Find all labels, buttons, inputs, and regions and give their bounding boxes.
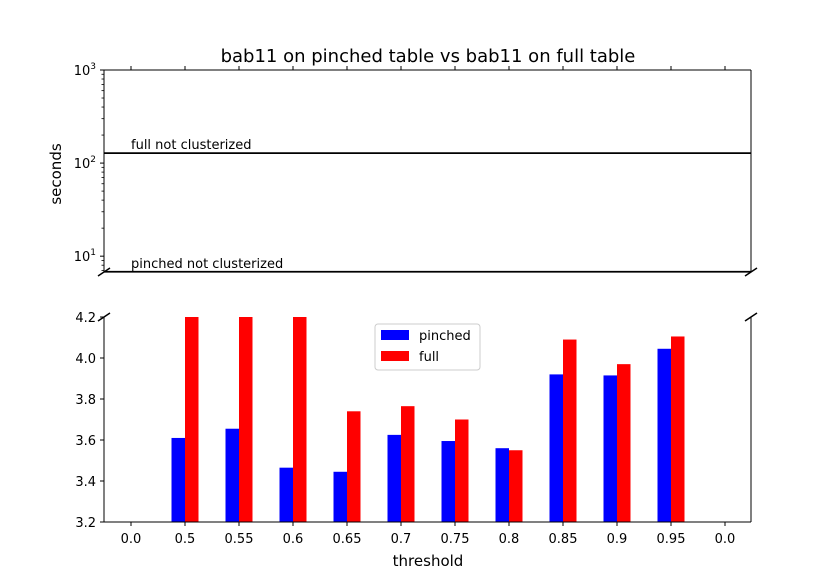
bar-full xyxy=(185,317,199,522)
axis-break-mark xyxy=(97,267,111,277)
y-tick-label: 101 xyxy=(74,248,96,265)
axis-break-mark xyxy=(744,267,758,277)
y-tick-exponent: 1 xyxy=(90,248,96,258)
x-tick-label: 0.55 xyxy=(225,532,254,547)
y-tick-label: 103 xyxy=(74,62,96,79)
axis-break-mark xyxy=(744,312,758,322)
reference-line-label: pinched not clusterized xyxy=(131,257,283,272)
legend-label-pinched: pinched xyxy=(419,329,471,344)
x-axis-label: threshold xyxy=(393,552,464,570)
bar-pinched xyxy=(441,441,455,522)
bar-pinched xyxy=(495,448,509,522)
bar-full xyxy=(401,406,415,522)
y-tick-exponent: 3 xyxy=(90,62,96,72)
y-tick-label: 3.6 xyxy=(75,434,96,449)
legend-label-full: full xyxy=(419,350,439,365)
y-tick-exponent: 2 xyxy=(90,155,96,165)
y-tick-label: 3.8 xyxy=(75,393,96,408)
y-tick-label: 102 xyxy=(74,155,96,172)
y-tick-label: 3.4 xyxy=(75,475,96,490)
x-tick-label: 0.9 xyxy=(607,532,628,547)
bottom-panel: 3.2 3.4 3.6 3.8 4.0 4.2 0.0 0.5 0.55 0.6 0.65 0.7 0.… xyxy=(75,311,758,547)
bar-pinched xyxy=(657,348,671,522)
bar-full xyxy=(509,450,523,522)
legend: pinched full xyxy=(374,323,481,371)
bar-full xyxy=(617,364,631,522)
x-tick-label: 0.6 xyxy=(283,532,304,547)
axis-break-mark xyxy=(97,312,111,322)
bar-pinched xyxy=(549,374,563,522)
x-tick-label: 0.95 xyxy=(657,532,686,547)
bar-full xyxy=(455,419,469,522)
x-tick-label: 0.8 xyxy=(499,532,520,547)
x-tick-label: 0.5 xyxy=(175,532,196,547)
top-panel: 101 102 103 full not clusterized pinched not… xyxy=(74,62,758,277)
bar-full xyxy=(239,317,253,522)
x-tick-label: 0.7 xyxy=(391,532,412,547)
bar-full xyxy=(671,336,685,522)
bar-full xyxy=(347,411,361,522)
y-tick-label: 4.0 xyxy=(75,352,96,367)
bar-pinched xyxy=(603,375,617,522)
x-tick-label: 0.85 xyxy=(549,532,578,547)
bar-pinched xyxy=(225,428,239,522)
reference-line-label: full not clusterized xyxy=(131,138,252,153)
legend-swatch-pinched xyxy=(381,330,409,340)
y-tick-label: 4.2 xyxy=(75,311,96,326)
x-tick-label: 0.0 xyxy=(715,532,736,547)
legend-swatch-full xyxy=(381,351,409,361)
x-tick-label: 0.75 xyxy=(441,532,470,547)
bar-full xyxy=(293,317,307,522)
y-axis-label: seconds xyxy=(47,143,65,204)
bar-pinched xyxy=(279,467,293,522)
y-tick-label: 3.2 xyxy=(75,516,96,531)
x-tick-label: 0.0 xyxy=(121,532,142,547)
chart-title: bab11 on pinched table vs bab11 on full … xyxy=(221,46,636,67)
bar-full xyxy=(563,339,577,522)
bar-pinched xyxy=(171,437,185,522)
bar-pinched xyxy=(333,471,347,522)
x-tick-label: 0.65 xyxy=(333,532,362,547)
bar-pinched xyxy=(387,434,401,522)
